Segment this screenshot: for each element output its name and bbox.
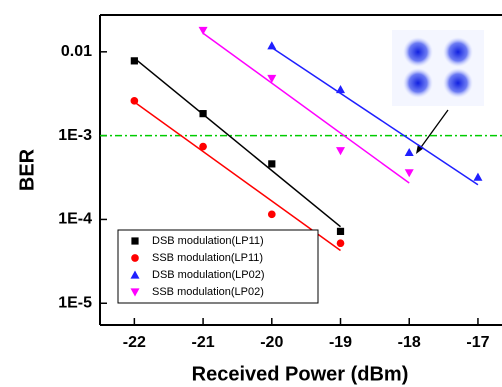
- fit-line: [134, 102, 340, 250]
- inset-background: [392, 30, 484, 106]
- marker: [267, 41, 276, 49]
- x-tick-label: -17: [466, 334, 489, 351]
- marker: [268, 160, 275, 167]
- mode-lobe: [443, 37, 473, 67]
- y-tick-label: 1E-4: [58, 211, 92, 228]
- marker: [473, 173, 482, 181]
- mode-lobe: [403, 68, 433, 98]
- legend-marker: [131, 254, 139, 262]
- marker: [267, 75, 276, 83]
- x-tick-label: -18: [398, 334, 421, 351]
- legend-label: SSB modulation(LP11): [152, 252, 263, 264]
- marker: [405, 148, 414, 156]
- x-tick-label: -22: [123, 334, 146, 351]
- x-axis-label: Received Power (dBm): [192, 363, 409, 385]
- marker: [336, 85, 345, 93]
- marker: [337, 228, 344, 235]
- marker: [199, 143, 207, 151]
- marker: [131, 97, 139, 105]
- y-axis-label: BER: [16, 148, 38, 191]
- marker: [337, 239, 345, 247]
- legend-label: SSB modulation(LP02): [152, 286, 264, 298]
- arrow-line: [419, 110, 448, 150]
- x-tick-label: -21: [192, 334, 215, 351]
- fit-line: [134, 58, 340, 227]
- inset-image: [392, 30, 484, 106]
- chart: BER Received Power (dBm) 0.01 1E-3 1E-4 1E-…: [0, 0, 502, 387]
- legend-label: DSB modulation(LP11): [152, 235, 264, 247]
- x-tick-label: -20: [260, 334, 283, 351]
- y-tick-label: 0.01: [61, 43, 92, 60]
- y-tick-label: 1E-3: [58, 127, 92, 144]
- mode-lobe: [403, 37, 433, 67]
- y-tick-label: 1E-5: [58, 294, 92, 311]
- marker: [405, 169, 414, 177]
- legend-label: DSB modulation(LP02): [152, 269, 265, 281]
- marker: [268, 211, 276, 219]
- marker: [336, 147, 345, 155]
- marker: [199, 27, 208, 35]
- mode-lobe: [443, 68, 473, 98]
- marker: [131, 57, 138, 64]
- fit-line: [203, 33, 409, 183]
- legend-marker: [131, 237, 138, 244]
- legend: DSB modulation(LP11) SSB modulation(LP11)…: [118, 230, 318, 303]
- marker: [199, 110, 206, 117]
- x-tick-label: -19: [329, 334, 352, 351]
